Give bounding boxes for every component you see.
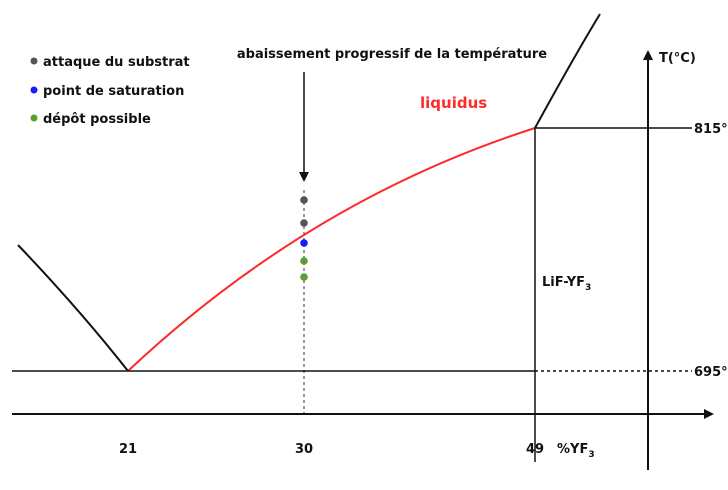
temp-label-815: 815°C — [694, 122, 728, 137]
legend-label-saturation: point de saturation — [43, 84, 184, 99]
legend-marker-attaque — [30, 57, 38, 65]
composition-points — [300, 196, 308, 281]
x-tick-21: 21 — [119, 442, 137, 457]
legend-label-attaque: attaque du substrat — [43, 55, 190, 70]
temperature-axis-label: T(°C) — [659, 51, 696, 66]
liquidus-label: liquidus — [420, 94, 487, 112]
point-saturation — [300, 239, 308, 247]
legend-marker-depot — [30, 114, 38, 122]
legend-marker-saturation — [30, 86, 38, 94]
left-liquidus-branch — [17, 244, 129, 372]
point-attaque-1 — [300, 196, 308, 204]
cooling-annotation: abaissement progressif de la température — [237, 47, 547, 62]
x-axis-unit: %YF3 — [557, 442, 595, 460]
point-depot-2 — [300, 273, 308, 281]
temp-label-695: 695°C — [694, 365, 728, 380]
point-attaque-2 — [300, 219, 308, 227]
legend-label-depot: dépôt possible — [43, 112, 151, 127]
legend: attaque du substrat point de saturation … — [30, 55, 190, 127]
x-tick-49: 49 — [526, 442, 544, 457]
compound-label: LiF-YF3 — [542, 275, 591, 293]
point-depot-1 — [300, 257, 308, 265]
right-liquidus-branch — [534, 13, 601, 129]
x-tick-30: 30 — [295, 442, 313, 457]
liquidus-curve — [127, 127, 536, 372]
